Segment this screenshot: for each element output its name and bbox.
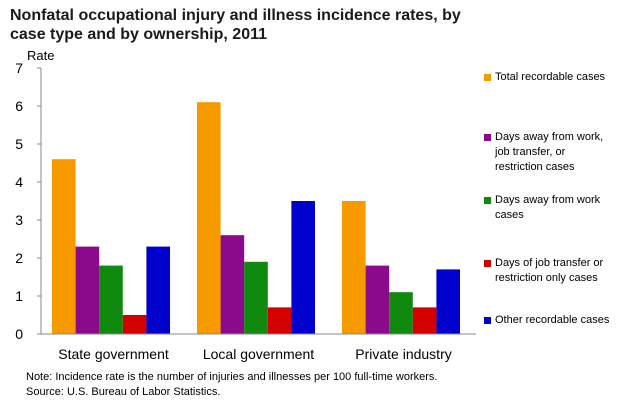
x-category-label: Local government <box>203 346 314 362</box>
bar <box>220 235 245 334</box>
legend-swatch <box>484 74 491 81</box>
bar <box>52 159 76 334</box>
legend-swatch <box>484 134 491 141</box>
bar <box>122 315 147 334</box>
y-tick-label: 5 <box>15 136 23 152</box>
y-tick-label: 1 <box>15 288 23 304</box>
bar <box>291 201 315 334</box>
bar <box>436 269 460 334</box>
bar <box>267 307 292 334</box>
bar <box>244 261 268 334</box>
y-tick-label: 7 <box>15 60 23 76</box>
legend-label-line: Other recordable cases <box>495 314 610 326</box>
legend-label-line: Total recordable cases <box>495 71 606 83</box>
bar <box>75 246 100 334</box>
legend-swatch <box>484 197 491 204</box>
legend-label: Days away from work, job transfer, or rest… <box>495 130 619 175</box>
legend-swatch <box>484 260 491 267</box>
y-tick-label: 2 <box>15 250 23 266</box>
legend-label: Days of job transfer or restriction only … <box>495 256 619 286</box>
y-tick-label: 4 <box>15 174 23 190</box>
source-text: Source: U.S. Bureau of Labor Statistics. <box>26 386 221 398</box>
x-category-label: State government <box>58 346 169 362</box>
bar <box>412 307 437 334</box>
note-text: Note: Incidence rate is the number of in… <box>26 371 438 383</box>
bar <box>389 292 413 334</box>
legend-label-line: job transfer, or <box>495 146 566 158</box>
chart-title: Nonfatal occupational injury and illness… <box>10 7 461 43</box>
bar <box>365 265 390 334</box>
bar <box>146 246 170 334</box>
chart-notes: Note: Incidence rate is the number of in… <box>26 370 586 400</box>
legend-label-line: restriction cases <box>495 161 575 173</box>
legend-label: Days away from work cases <box>495 193 619 223</box>
y-tick-label: 0 <box>15 326 23 342</box>
legend-label-line: Days away from work, <box>495 131 604 143</box>
legend-label: Total recordable cases <box>495 70 619 85</box>
bar <box>99 265 123 334</box>
legend-label-line: restriction only cases <box>495 272 598 284</box>
bar <box>197 102 221 334</box>
legend-label-line: cases <box>495 209 524 221</box>
bar <box>342 201 366 334</box>
legend-swatch <box>484 317 491 324</box>
legend-label-line: Days away from work <box>495 194 601 206</box>
legend-label: Other recordable cases <box>495 313 619 328</box>
legend-label-line: Days of job transfer or <box>495 257 604 269</box>
y-axis-title: Rate <box>27 48 54 63</box>
y-tick-label: 6 <box>15 98 23 114</box>
x-category-label: Private industry <box>355 346 451 362</box>
y-tick-label: 3 <box>15 212 23 228</box>
